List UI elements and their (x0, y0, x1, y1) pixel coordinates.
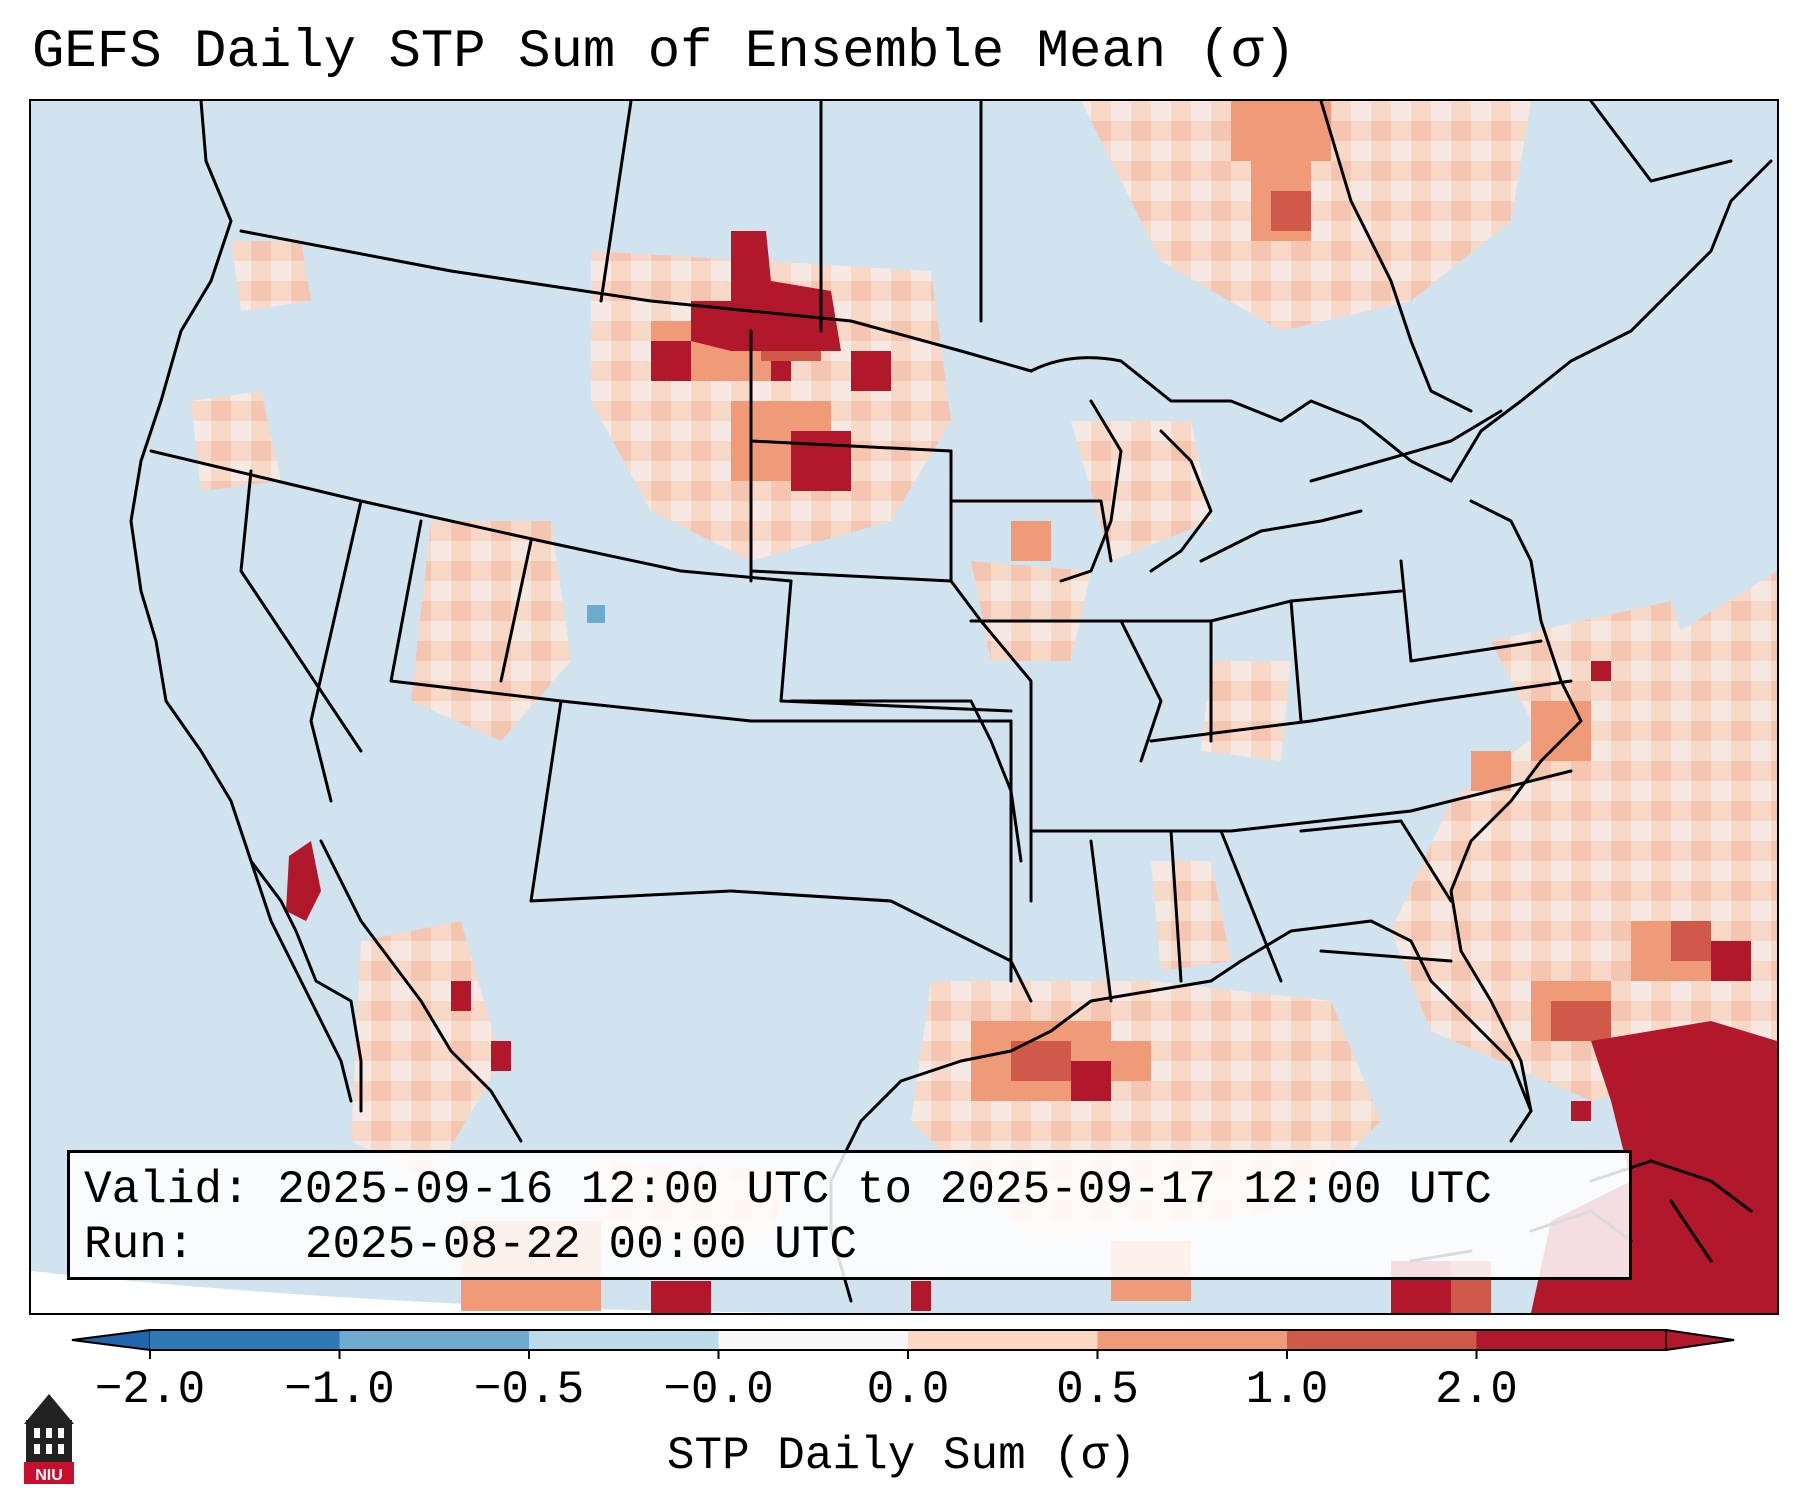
region-south-dakota (791, 431, 851, 491)
colorbar-bin-6 (1287, 1330, 1477, 1350)
colorbar-bin-2 (529, 1330, 719, 1350)
niu-logo: NIU (24, 1394, 74, 1484)
domain-edge-southwest (31, 1271, 931, 1313)
validity-info-box: Valid: 2025-09-16 12:00 UTC to 2025-09-1… (67, 1150, 1632, 1280)
colorbar-under-arrow (71, 1329, 151, 1351)
colorbar-bin-1 (339, 1330, 530, 1350)
region-northern-plains (691, 231, 841, 351)
region-gulf-of-california (286, 841, 321, 921)
colorbar-tick-label-2: −0.5 (473, 1364, 585, 1416)
colorbar-bin-3 (718, 1330, 909, 1350)
colorbar-tick-label-6: 1.0 (1245, 1364, 1329, 1416)
colorbar-bin-7 (1476, 1330, 1667, 1350)
colorbar-bin-4 (908, 1330, 1098, 1350)
run-label: Run: (84, 1219, 195, 1271)
valid-label: Valid: (84, 1164, 250, 1216)
colorbar-outline (71, 1329, 1735, 1351)
logo-text: NIU (35, 1467, 63, 1484)
colorbar-tick-label-5: 0.5 (1056, 1364, 1139, 1416)
colorbar-bin-0 (150, 1330, 340, 1350)
valid-value: 2025-09-16 12:00 UTC to 2025-09-17 12:00… (277, 1164, 1492, 1216)
region-colorado-negative (587, 605, 605, 623)
colorbar-label: STP Daily Sum (σ) (666, 1430, 1137, 1482)
colorbar-tick-label-0: −2.0 (94, 1364, 206, 1416)
colorbar-over-arrow (1665, 1329, 1735, 1351)
map-panel (29, 99, 1779, 1315)
colorbar-tick-label-7: 2.0 (1435, 1364, 1518, 1416)
coastlines-and-borders (129, 101, 1773, 1303)
colorbar (71, 1329, 1735, 1359)
colorbar-tick-label-1: −1.0 (284, 1364, 395, 1416)
chart-title: GEFS Daily STP Sum of Ensemble Mean (σ) (32, 22, 1296, 83)
map-canvas (31, 101, 1777, 1313)
colorbar-bin-5 (1097, 1330, 1288, 1350)
colorbar-tick-label-3: −0.0 (663, 1364, 774, 1416)
run-value: 2025-08-22 00:00 UTC (304, 1219, 857, 1271)
colorbar-tick-label-4: 0.0 (866, 1364, 950, 1416)
